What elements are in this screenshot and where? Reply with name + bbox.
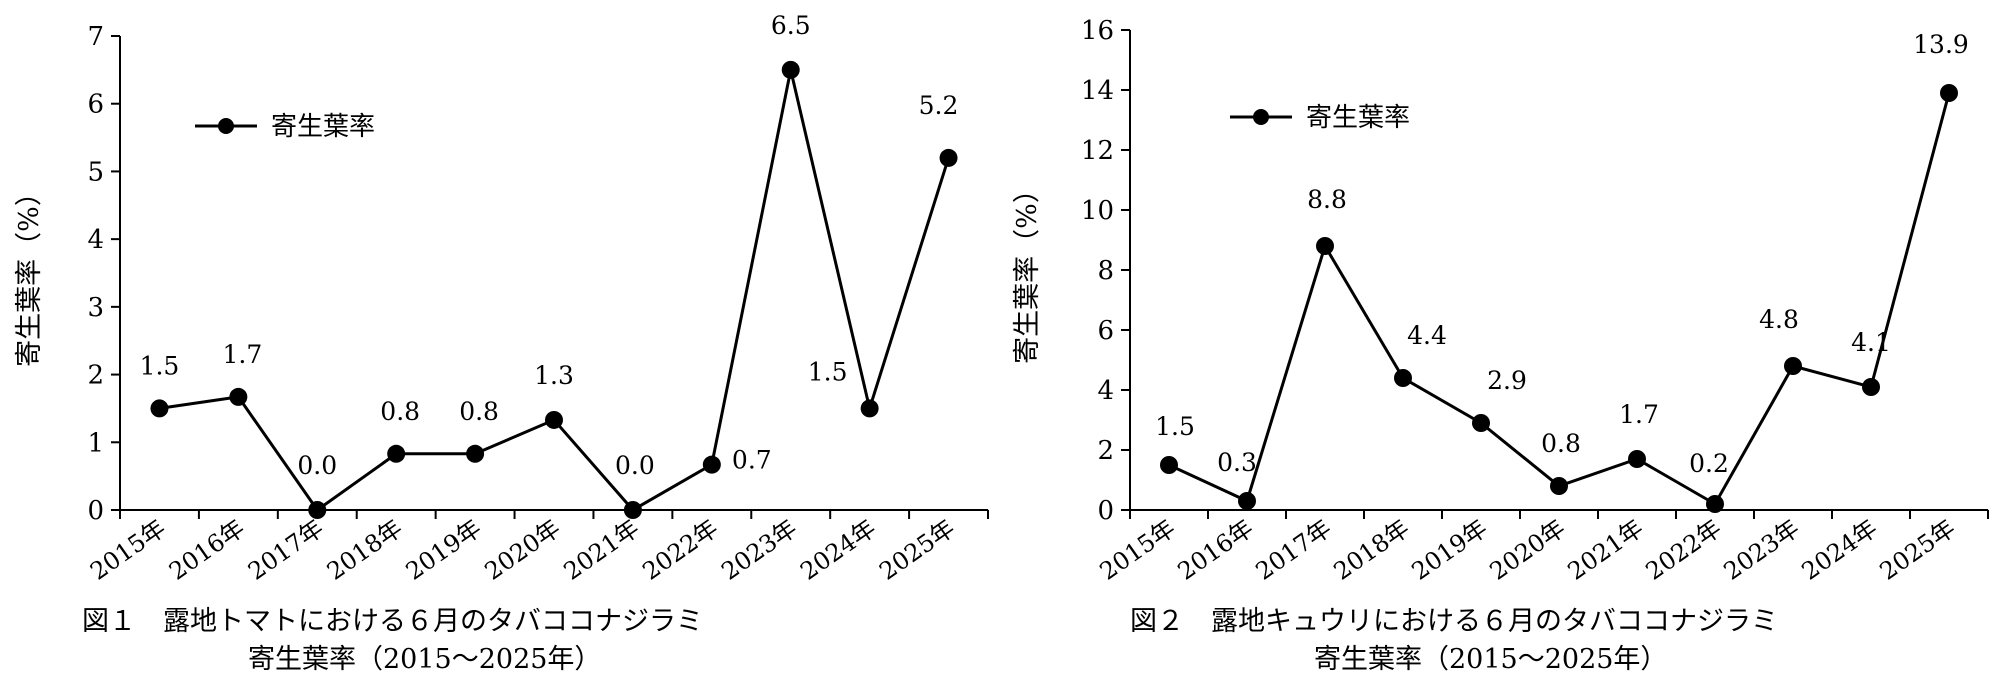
chart-2-svg: 02468101214162015年2016年2017年2018年2019年20…: [1012, 16, 1989, 586]
chart-1-x-tick-label: 2021年: [559, 514, 645, 586]
chart-1-x-tick-label: 2020年: [480, 514, 566, 586]
chart-1-svg: 012345672015年2016年2017年2018年2019年2020年20…: [14, 11, 989, 586]
chart-1-y-tick-label: 7: [87, 22, 104, 52]
chart-2-x-tick-label: 2021年: [1563, 514, 1649, 586]
chart-2-data-label: 1.5: [1155, 412, 1195, 441]
chart-1-y-tick-label: 3: [87, 293, 104, 323]
chart-2-x-tick-label: 2025年: [1875, 514, 1961, 586]
chart-2-y-tick-label: 0: [1097, 496, 1114, 526]
chart-1-data-label: 0.8: [380, 397, 420, 426]
chart-2-data-point: [1862, 378, 1880, 396]
chart-2-data-label: 1.7: [1619, 400, 1659, 429]
chart-1-data-label: 1.5: [140, 351, 180, 380]
chart-panel-2: 0 2 4 6 8 10 12 14 16 2015年 2016年 2017年 2018年 2019年 20…: [1000, 0, 2000, 690]
chart-2-y-tick-label: 10: [1081, 196, 1114, 226]
chart-2-data-point: [1628, 450, 1646, 468]
chart-1-data-label: 5.2: [919, 91, 959, 120]
chart-1-y-tick-label: 0: [87, 496, 104, 526]
chart-1-x-tick-label: 2025年: [874, 514, 960, 586]
chart-2-y-tick-label: 16: [1081, 16, 1114, 46]
chart-2-data-label: 2.9: [1487, 366, 1527, 395]
chart-1-data-point: [308, 501, 327, 519]
chart-1-x-tick-label: 2018年: [322, 514, 408, 586]
chart-2-data-label: 4.1: [1851, 328, 1891, 357]
chart-1-data-label: 0.0: [297, 451, 337, 480]
chart-1-data-point: [545, 410, 563, 429]
chart-1-data-point: [860, 399, 879, 418]
chart-1-data-point: [466, 444, 485, 463]
chart-2-y-tick-label: 8: [1097, 256, 1114, 286]
chart-2-data-label: 0.3: [1217, 448, 1257, 477]
chart-2-data-point: [1706, 495, 1724, 513]
chart-2-x-tick-label: 2018年: [1329, 514, 1415, 586]
chart-1-data-label: 1.3: [534, 361, 574, 390]
chart-2-data-label: 4.4: [1407, 321, 1447, 350]
chart-2-data-label: 13.9: [1913, 30, 1969, 59]
chart-2-y-axis-label: 寄生葉率（%）: [1012, 176, 1043, 364]
chart-1-caption-line2: 寄生葉率（2015～2025年）: [248, 644, 602, 675]
chart-1-x-tick-label: 2024年: [795, 514, 881, 586]
chart-1-caption-line1: 図１ 露地トマトにおける６月のタバココナジラミ: [82, 606, 703, 637]
chart-2-data-point: [1472, 414, 1490, 432]
chart-2-legend-label: 寄生葉率: [1306, 103, 1410, 133]
chart-1-y-tick-label: 4: [87, 225, 104, 255]
chart-1-data-label: 1.5: [808, 357, 848, 386]
chart-1-y-tick-label: 6: [87, 90, 104, 120]
chart-1-data-point: [229, 387, 248, 406]
chart-panel-1: 0 1 2 3 4 5 6 7 2015年 2016年 2017年 2018年 2019年 2020年 20…: [14, 11, 989, 679]
chart-1-x-tick-label: 2017年: [243, 514, 329, 586]
chart-1-data-point: [387, 444, 406, 463]
chart-2-data-point: [1238, 492, 1256, 510]
chart-1-y-tick-label: 1: [87, 428, 104, 458]
chart-2-data-point: [1550, 477, 1568, 495]
chart-2-caption: 図２ 露地キュウリにおける６月のタバココナジラミ 寄生葉率（2015～2025年…: [1130, 603, 1778, 679]
chart-1-legend-label: 寄生葉率: [271, 112, 375, 142]
chart-1-data-point: [150, 399, 169, 418]
chart-2-data-label: 0.2: [1689, 449, 1729, 478]
chart-1-data-point: [939, 148, 958, 167]
chart-1-data-label: 0.7: [732, 446, 772, 475]
chart-2-x-tick-label: 2020年: [1485, 514, 1571, 586]
chart-2-x-tick-label: 2024年: [1797, 514, 1883, 586]
chart-2-data-label: 4.8: [1759, 305, 1799, 334]
chart-2-x-tick-label: 2016年: [1173, 514, 1259, 586]
chart-2-data-label: 8.8: [1307, 185, 1347, 214]
chart-2-data-point: [1316, 237, 1334, 255]
chart-2-data-point: [1784, 357, 1802, 375]
chart-1-data-point: [702, 455, 721, 474]
chart-1-data-label: 1.7: [222, 340, 262, 369]
chart-1-x-tick-label: 2022年: [638, 514, 724, 586]
chart-2-caption-line1: 図２ 露地キュウリにおける６月のタバココナジラミ: [1130, 606, 1778, 637]
chart-2-x-tick-label: 2022年: [1641, 514, 1727, 586]
chart-1-caption: 図１ 露地トマトにおける６月のタバココナジラミ 寄生葉率（2015～2025年）: [82, 603, 703, 679]
chart-2-legend-marker: [1253, 109, 1269, 125]
chart-1-y-tick-label: 2: [87, 361, 104, 391]
chart-2-y-tick-label: 6: [1097, 316, 1114, 346]
chart-1-data-label: 6.5: [771, 11, 811, 40]
chart-2-x-tick-label: 2019年: [1407, 514, 1493, 586]
chart-2-x-tick-label: 2023年: [1719, 514, 1805, 586]
chart-2-data-point: [1160, 456, 1178, 474]
chart-1-x-tick-label: 2016年: [164, 514, 250, 586]
chart-1-y-axis-label: 寄生葉率（%）: [14, 179, 45, 367]
chart-1-x-tick-label: 2019年: [401, 514, 487, 586]
chart-2-data-point: [1394, 369, 1412, 387]
chart-1-data-label: 0.8: [459, 397, 499, 426]
chart-2-data-label: 0.8: [1541, 429, 1581, 458]
chart-2-y-tick-label: 12: [1081, 136, 1114, 166]
chart-1-data-point: [781, 60, 800, 79]
chart-2-data-point: [1940, 84, 1958, 102]
chart-1-x-tick-label: 2023年: [716, 514, 802, 586]
chart-2-caption-line2: 寄生葉率（2015～2025年）: [1314, 644, 1668, 675]
chart-1-y-tick-label: 5: [87, 157, 104, 187]
chart-1-legend-marker: [218, 118, 234, 134]
chart-1-data-label: 0.0: [615, 451, 655, 480]
chart-2-y-tick-label: 2: [1097, 436, 1114, 466]
chart-2-y-tick-label: 14: [1081, 76, 1114, 106]
chart-2-y-tick-label: 4: [1097, 376, 1114, 406]
chart-2-x-tick-label: 2017年: [1251, 514, 1337, 586]
chart-1-data-point: [623, 501, 642, 519]
